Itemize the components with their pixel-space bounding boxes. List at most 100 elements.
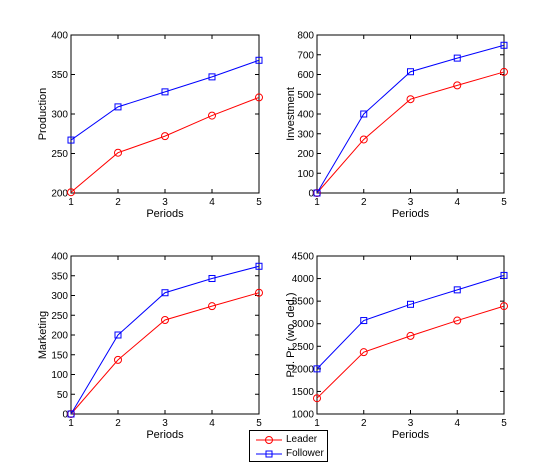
- data-point-follower: [500, 41, 508, 49]
- data-point-follower: [255, 56, 263, 64]
- y-axis-label: Marketing: [37, 311, 49, 359]
- data-point-leader: [359, 135, 368, 144]
- legend-swatch-leader: [256, 436, 282, 444]
- y-tick-label: 350: [51, 271, 68, 282]
- data-point-leader: [114, 355, 122, 364]
- y-tick-label: 200: [297, 149, 314, 160]
- data-point-leader: [500, 67, 508, 76]
- chart-pd-pr: 1 2 3 4 5 1000 1500 2000 2500 3000 3500 4000 4500 Per…: [285, 252, 508, 441]
- y-tick-label: 0: [308, 189, 314, 200]
- y-tick-label: 1500: [292, 387, 315, 398]
- plot-area-production: [70, 34, 260, 194]
- legend-label-follower: Follower: [286, 448, 324, 459]
- y-tick-label: 2500: [292, 342, 315, 353]
- plot-area-pd-pr: [316, 255, 505, 415]
- x-tick-label: 4: [454, 197, 460, 208]
- y-axis-label: Investment: [285, 87, 297, 141]
- data-point-follower: [453, 54, 461, 62]
- data-point-follower: [407, 68, 414, 76]
- x-tick-label: 1: [314, 418, 320, 429]
- y-tick-label: 400: [51, 31, 68, 42]
- series-line-follower: [316, 44, 505, 194]
- x-tick-label: 4: [209, 418, 215, 429]
- data-point-leader: [67, 188, 75, 197]
- data-point-follower: [500, 271, 508, 279]
- data-point-leader: [114, 148, 122, 157]
- legend: Leader Follower: [249, 430, 328, 462]
- data-point-leader: [500, 302, 508, 311]
- data-point-leader: [406, 331, 415, 340]
- x-tick-label: 3: [408, 418, 414, 429]
- data-point-follower: [67, 410, 75, 418]
- x-tick-label: 2: [115, 418, 121, 429]
- y-tick-label: 250: [51, 311, 68, 322]
- y-tick-label: 800: [297, 31, 314, 42]
- x-axis-label: Periods: [146, 429, 184, 441]
- y-tick-label: 50: [57, 390, 69, 401]
- series-line-leader: [316, 71, 505, 194]
- x-tick-label: 2: [115, 197, 121, 208]
- y-tick-label: 4500: [292, 252, 315, 263]
- plot-area-marketing: [70, 255, 260, 415]
- y-tick-label: 150: [51, 350, 68, 361]
- series-line-leader: [316, 305, 505, 399]
- series-line-follower: [70, 265, 260, 415]
- y-tick-label: 100: [51, 370, 68, 381]
- y-tick-label: 4000: [292, 274, 315, 285]
- x-axis-label: Periods: [392, 208, 430, 220]
- x-tick-label: 2: [361, 197, 367, 208]
- legend-item-leader: Leader: [250, 433, 329, 447]
- data-point-follower: [208, 73, 216, 81]
- data-point-leader: [255, 288, 263, 297]
- data-point-leader: [161, 132, 169, 141]
- data-point-follower: [161, 289, 169, 297]
- legend-swatch-follower: [256, 450, 282, 458]
- x-tick-label: 4: [454, 418, 460, 429]
- x-tick-label: 3: [408, 197, 414, 208]
- x-tick-label: 2: [361, 418, 367, 429]
- y-tick-label: 200: [51, 331, 68, 342]
- y-tick-label: 3000: [292, 319, 315, 330]
- data-point-leader: [359, 348, 368, 357]
- data-point-follower: [67, 136, 75, 144]
- data-point-follower: [313, 189, 321, 197]
- y-tick-label: 1000: [292, 410, 315, 421]
- x-tick-label: 4: [209, 197, 215, 208]
- data-point-leader: [453, 81, 462, 90]
- y-tick-label: 400: [297, 110, 314, 121]
- data-point-follower: [407, 300, 414, 308]
- x-tick-label: 1: [314, 197, 320, 208]
- legend-label-leader: Leader: [286, 434, 318, 445]
- x-tick-label: 3: [162, 197, 168, 208]
- y-tick-label: 300: [51, 110, 68, 121]
- y-tick-label: 100: [297, 169, 314, 180]
- x-tick-label: 1: [68, 418, 74, 429]
- y-tick-label: 700: [297, 50, 314, 61]
- data-point-follower: [360, 317, 368, 325]
- y-tick-label: 3500: [292, 297, 315, 308]
- y-tick-label: 0: [62, 410, 68, 421]
- series-line-leader: [70, 292, 260, 415]
- series-line-leader: [70, 96, 260, 193]
- data-point-follower: [360, 110, 368, 118]
- x-tick-label: 3: [162, 418, 168, 429]
- plot-area-investment: [316, 34, 505, 194]
- data-point-leader: [208, 111, 216, 120]
- data-point-leader: [313, 394, 321, 403]
- y-tick-label: 250: [51, 149, 68, 160]
- chart-investment: 1 2 3 4 5 0 100 200 300 400 500 600 700 800 Periods Inv…: [285, 31, 508, 220]
- data-point-leader: [406, 95, 415, 104]
- data-point-follower: [313, 365, 321, 373]
- y-tick-label: 350: [51, 70, 68, 81]
- y-axis-label: Pd. Pr. (wo. ded.): [285, 293, 297, 378]
- x-axis-label: Periods: [392, 429, 430, 441]
- data-point-leader: [453, 316, 462, 325]
- data-point-follower: [255, 262, 263, 270]
- y-tick-label: 2000: [292, 364, 315, 375]
- x-tick-label: 5: [501, 197, 507, 208]
- y-tick-label: 300: [51, 291, 68, 302]
- data-point-leader: [208, 302, 216, 311]
- x-tick-label: 5: [256, 197, 262, 208]
- y-tick-label: 300: [297, 129, 314, 140]
